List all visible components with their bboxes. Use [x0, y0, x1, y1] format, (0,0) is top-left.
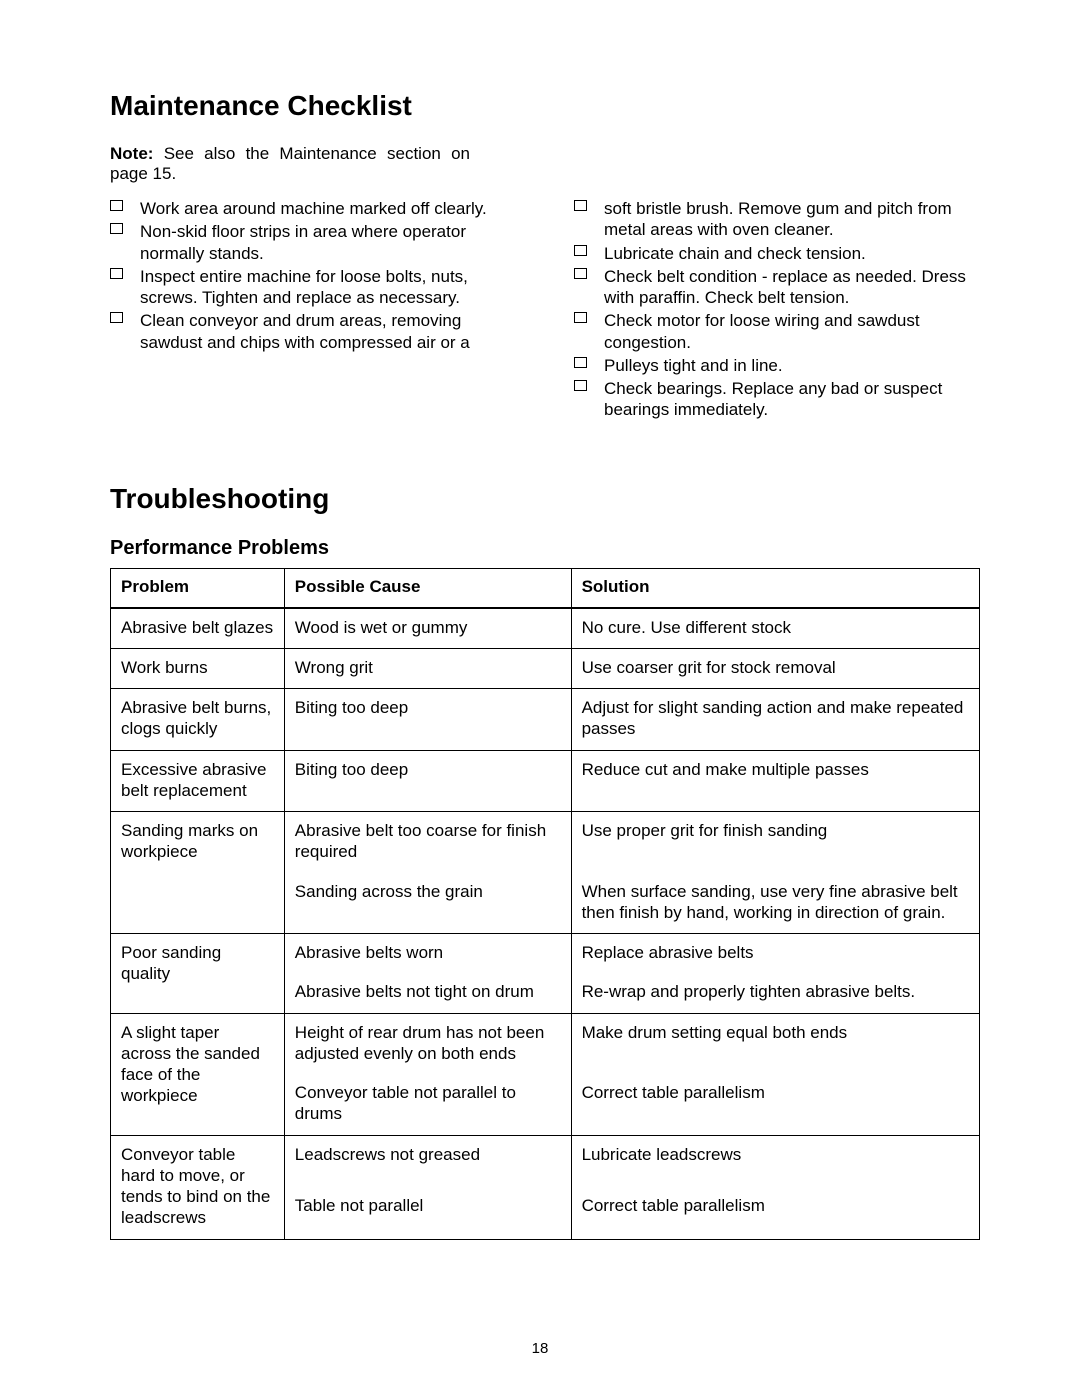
cell-solution: Correct table parallelism: [571, 1187, 979, 1239]
checkbox-icon: [110, 223, 123, 234]
checklist-item-text: Non-skid floor strips in area where oper…: [140, 222, 466, 262]
checklist-right-col: soft bristle brush. Remove gum and pitch…: [574, 198, 980, 423]
cell-cause: Height of rear drum has not been adjuste…: [284, 1013, 571, 1074]
cell-problem: A slight taper across the sanded face of…: [111, 1013, 285, 1135]
cell-solution: When surface sanding, use very fine abra…: [571, 873, 979, 934]
table-row: Excessive abrasive belt replacementBitin…: [111, 750, 980, 812]
checklist-item-text: Work area around machine marked off clea…: [140, 199, 487, 218]
cell-cause: Abrasive belt too coarse for finish requ…: [284, 812, 571, 873]
checklist-left-col: Work area around machine marked off clea…: [110, 198, 516, 423]
cell-solution: Use coarser grit for stock removal: [571, 648, 979, 688]
checklist-item-text: Check bearings. Replace any bad or suspe…: [604, 379, 942, 419]
checkbox-icon: [574, 357, 587, 368]
checklist-right: soft bristle brush. Remove gum and pitch…: [574, 198, 980, 421]
cell-solution: Replace abrasive belts: [571, 934, 979, 974]
cell-cause: Wrong grit: [284, 648, 571, 688]
cell-problem: Conveyor table hard to move, or tends to…: [111, 1135, 285, 1239]
cell-problem: Poor sanding quality: [111, 934, 285, 1014]
cell-cause: Sanding across the grain: [284, 873, 571, 934]
checklist-item-text: Pulleys tight and in line.: [604, 356, 783, 375]
cell-cause: Table not parallel: [284, 1187, 571, 1239]
checklist-item: Clean conveyor and drum areas, removing …: [110, 310, 516, 353]
cell-solution: Re-wrap and properly tighten abrasive be…: [571, 973, 979, 1013]
cell-solution: Lubricate leadscrews: [571, 1135, 979, 1187]
checklist-item: Lubricate chain and check tension.: [574, 243, 980, 264]
checklist-left: Work area around machine marked off clea…: [110, 198, 516, 353]
performance-problems-subtitle: Performance Problems: [110, 537, 980, 560]
cell-solution: No cure. Use different stock: [571, 608, 979, 649]
checklist-item-text: Lubricate chain and check tension.: [604, 244, 866, 263]
cell-cause: Abrasive belts not tight on drum: [284, 973, 571, 1013]
checklist-item: Check bearings. Replace any bad or suspe…: [574, 378, 980, 421]
checkbox-icon: [110, 312, 123, 323]
checkbox-icon: [110, 268, 123, 279]
table-row: Work burnsWrong gritUse coarser grit for…: [111, 648, 980, 688]
checklist-item: Check motor for loose wiring and sawdust…: [574, 310, 980, 353]
maintenance-note: Note: See also the Maintenance section o…: [110, 144, 470, 184]
note-label: Note:: [110, 144, 153, 163]
checkbox-icon: [574, 245, 587, 256]
troubleshooting-table: Problem Possible Cause Solution Abrasive…: [110, 568, 980, 1240]
header-problem: Problem: [111, 568, 285, 608]
checklist-item: Pulleys tight and in line.: [574, 355, 980, 376]
header-solution: Solution: [571, 568, 979, 608]
cell-cause: Biting too deep: [284, 689, 571, 751]
cell-cause: Wood is wet or gummy: [284, 608, 571, 649]
table-row: A slight taper across the sanded face of…: [111, 1013, 980, 1074]
page-number: 18: [0, 1340, 1080, 1357]
checklist-item: Work area around machine marked off clea…: [110, 198, 516, 219]
checklist-item-text: Inspect entire machine for loose bolts, …: [140, 267, 468, 307]
checklist-item: Inspect entire machine for loose bolts, …: [110, 266, 516, 309]
checkbox-icon: [574, 312, 587, 323]
table-row: Abrasive belt glazesWood is wet or gummy…: [111, 608, 980, 649]
checkbox-icon: [574, 380, 587, 391]
maintenance-checklist-title: Maintenance Checklist: [110, 90, 980, 122]
checklist-item: Check belt condition - replace as needed…: [574, 266, 980, 309]
checklist-item: Non-skid floor strips in area where oper…: [110, 221, 516, 264]
note-text: See also the Maintenance section on page…: [110, 144, 470, 183]
cell-solution: Adjust for slight sanding action and mak…: [571, 689, 979, 751]
checklist-item-text: Check belt condition - replace as needed…: [604, 267, 966, 307]
checkbox-icon: [574, 200, 587, 211]
cell-cause: Leadscrews not greased: [284, 1135, 571, 1187]
checklist-columns: Work area around machine marked off clea…: [110, 198, 980, 423]
table-row: Sanding marks on workpieceAbrasive belt …: [111, 812, 980, 873]
table-row: Abrasive belt burns, clogs quicklyBiting…: [111, 689, 980, 751]
cell-problem: Abrasive belt glazes: [111, 608, 285, 649]
checklist-item-text: Clean conveyor and drum areas, removing …: [140, 311, 470, 351]
header-cause: Possible Cause: [284, 568, 571, 608]
troubleshooting-section: Troubleshooting Performance Problems Pro…: [110, 483, 980, 1240]
troubleshooting-title: Troubleshooting: [110, 483, 980, 515]
checkbox-icon: [574, 268, 587, 279]
checkbox-icon: [110, 200, 123, 211]
cell-cause: Abrasive belts worn: [284, 934, 571, 974]
cell-solution: Reduce cut and make multiple passes: [571, 750, 979, 812]
cell-problem: Abrasive belt burns, clogs quickly: [111, 689, 285, 751]
checklist-item-text: Check motor for loose wiring and sawdust…: [604, 311, 920, 351]
cell-problem: Work burns: [111, 648, 285, 688]
table-row: Conveyor table hard to move, or tends to…: [111, 1135, 980, 1187]
checklist-item-text: soft bristle brush. Remove gum and pitch…: [604, 199, 952, 239]
table-row: Poor sanding qualityAbrasive belts wornR…: [111, 934, 980, 974]
cell-problem: Sanding marks on workpiece: [111, 812, 285, 934]
table-header-row: Problem Possible Cause Solution: [111, 568, 980, 608]
cell-cause: Conveyor table not parallel to drums: [284, 1074, 571, 1135]
cell-cause: Biting too deep: [284, 750, 571, 812]
checklist-item: soft bristle brush. Remove gum and pitch…: [574, 198, 980, 241]
cell-problem: Excessive abrasive belt replacement: [111, 750, 285, 812]
cell-solution: Use proper grit for finish sanding: [571, 812, 979, 873]
manual-page: Maintenance Checklist Note: See also the…: [0, 0, 1080, 1397]
cell-solution: Correct table parallelism: [571, 1074, 979, 1135]
cell-solution: Make drum setting equal both ends: [571, 1013, 979, 1074]
